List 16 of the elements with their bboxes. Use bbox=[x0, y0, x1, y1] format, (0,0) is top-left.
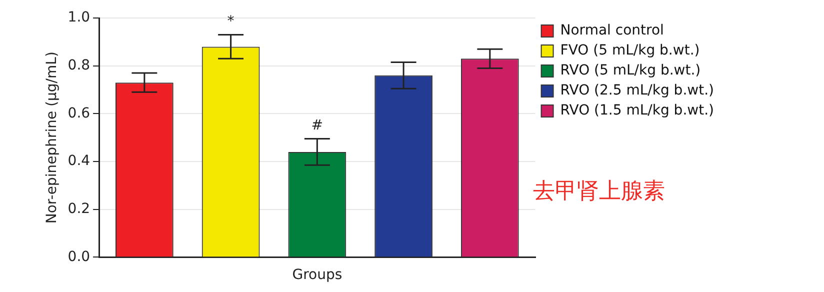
legend-label: RVO (1.5 mL/kg b.wt.) bbox=[560, 102, 714, 119]
legend-label: RVO (2.5 mL/kg b.wt.) bbox=[560, 82, 714, 99]
legend-label: FVO (5 mL/kg b.wt.) bbox=[560, 42, 700, 59]
x-axis-title: Groups bbox=[292, 267, 342, 284]
legend-label: Normal control bbox=[560, 22, 664, 39]
y-tick-label: 0.2 bbox=[68, 201, 90, 217]
data-label: * bbox=[227, 13, 234, 30]
y-tick-label: 0.4 bbox=[68, 153, 90, 170]
y-tick-label: 0.0 bbox=[68, 248, 90, 265]
y-tick-label: 0.8 bbox=[68, 57, 90, 74]
y-axis-title: Nor-epinephrine (µg/mL) bbox=[44, 52, 60, 224]
data-label: # bbox=[311, 117, 324, 134]
legend-label: RVO (5 mL/kg b.wt.) bbox=[560, 62, 701, 79]
y-tick-label: 1.0 bbox=[68, 10, 90, 26]
annotation: 去甲肾上腺素 bbox=[533, 178, 665, 206]
y-tick-label: 0.6 bbox=[68, 105, 90, 122]
